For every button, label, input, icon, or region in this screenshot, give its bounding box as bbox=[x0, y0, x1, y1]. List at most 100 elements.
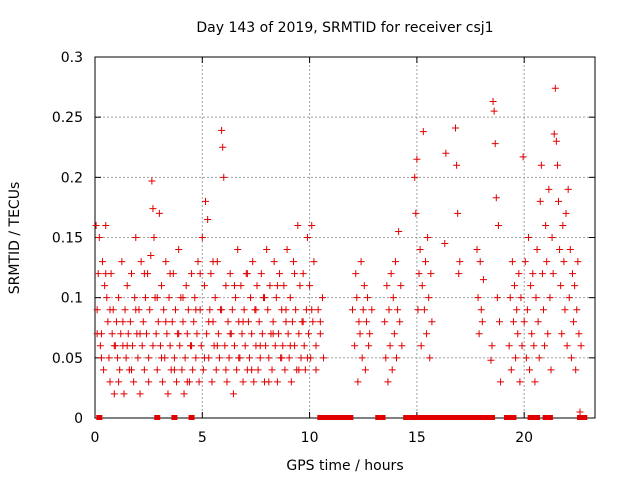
y-tick-label: 0 bbox=[74, 411, 83, 427]
data-point bbox=[145, 354, 153, 362]
data-point bbox=[384, 378, 392, 386]
data-point bbox=[248, 366, 256, 374]
data-point bbox=[218, 306, 226, 314]
data-point bbox=[396, 318, 404, 326]
data-point bbox=[526, 366, 534, 374]
x-tick-label: 10 bbox=[301, 430, 319, 446]
data-point bbox=[269, 330, 277, 338]
data-point bbox=[176, 342, 184, 350]
data-point bbox=[285, 354, 293, 362]
data-point bbox=[263, 246, 271, 254]
data-point bbox=[415, 270, 423, 278]
data-point bbox=[178, 366, 186, 374]
data-point bbox=[546, 294, 554, 302]
data-point bbox=[296, 282, 304, 290]
data-point bbox=[223, 378, 231, 386]
data-point bbox=[209, 258, 217, 266]
data-point bbox=[214, 330, 222, 338]
data-point bbox=[189, 366, 197, 374]
data-point bbox=[158, 282, 166, 290]
data-point bbox=[257, 270, 265, 278]
data-point bbox=[225, 354, 233, 362]
data-point bbox=[180, 390, 188, 398]
data-point bbox=[272, 294, 280, 302]
data-point bbox=[416, 246, 424, 254]
data-point bbox=[316, 330, 324, 338]
y-tick-label: 0.15 bbox=[52, 231, 83, 247]
data-point bbox=[575, 330, 583, 338]
data-point bbox=[305, 330, 313, 338]
data-point bbox=[137, 258, 145, 266]
data-point bbox=[428, 318, 436, 326]
data-point bbox=[168, 318, 176, 326]
data-point bbox=[562, 209, 570, 217]
data-point bbox=[246, 354, 254, 362]
data-point bbox=[552, 137, 560, 145]
data-point bbox=[199, 366, 207, 374]
data-point bbox=[208, 378, 216, 386]
data-point bbox=[420, 306, 428, 314]
data-point bbox=[550, 130, 558, 138]
data-point bbox=[314, 306, 322, 314]
data-point bbox=[123, 282, 131, 290]
data-point bbox=[241, 342, 249, 350]
data-point bbox=[232, 294, 240, 302]
data-point bbox=[524, 234, 532, 241]
data-point bbox=[558, 330, 566, 338]
data-point bbox=[278, 354, 286, 362]
data-point bbox=[478, 318, 486, 326]
grid-lines bbox=[95, 57, 595, 418]
data-point bbox=[268, 366, 276, 374]
data-point bbox=[179, 294, 187, 302]
data-point bbox=[548, 234, 556, 241]
data-point bbox=[577, 342, 585, 350]
data-point bbox=[291, 270, 299, 278]
data-point bbox=[106, 378, 114, 386]
data-point bbox=[308, 221, 316, 229]
data-point bbox=[574, 258, 582, 266]
zero-data-point bbox=[171, 415, 178, 420]
zero-data-point bbox=[379, 415, 386, 420]
data-point bbox=[228, 306, 236, 314]
data-point bbox=[200, 282, 208, 290]
data-point bbox=[282, 318, 290, 326]
data-point bbox=[188, 270, 196, 278]
data-point bbox=[527, 282, 535, 290]
data-point bbox=[391, 258, 399, 266]
data-point bbox=[292, 306, 300, 314]
data-point bbox=[288, 318, 296, 326]
data-point bbox=[441, 240, 449, 248]
data-point bbox=[360, 282, 368, 290]
data-point bbox=[452, 124, 460, 132]
data-point bbox=[425, 294, 433, 302]
data-point bbox=[148, 177, 156, 185]
data-point bbox=[568, 270, 576, 278]
data-point bbox=[303, 234, 311, 241]
y-tick-label: 0.1 bbox=[61, 291, 83, 307]
data-point bbox=[190, 318, 198, 326]
data-point bbox=[572, 366, 580, 374]
data-point bbox=[520, 318, 528, 326]
data-point bbox=[535, 354, 543, 362]
data-point bbox=[230, 342, 238, 350]
data-point bbox=[487, 356, 495, 364]
data-point bbox=[309, 318, 317, 326]
data-point bbox=[394, 306, 402, 314]
data-point bbox=[149, 205, 157, 213]
data-point bbox=[570, 318, 578, 326]
data-point bbox=[222, 366, 230, 374]
axis-ticks: 0 5 10 15 20 0 0.05 0.1 0.15 0.2 0.25 0.3 bbox=[52, 50, 595, 446]
data-point bbox=[153, 294, 161, 302]
data-point bbox=[493, 294, 501, 302]
data-point bbox=[265, 354, 273, 362]
data-point bbox=[164, 390, 172, 398]
data-point bbox=[152, 330, 160, 338]
data-point bbox=[549, 270, 557, 278]
data-point bbox=[359, 306, 367, 314]
data-point bbox=[171, 306, 179, 314]
data-point bbox=[418, 282, 426, 290]
data-point bbox=[398, 342, 406, 350]
data-point bbox=[281, 366, 289, 374]
data-point bbox=[412, 209, 420, 217]
data-point bbox=[166, 342, 174, 350]
